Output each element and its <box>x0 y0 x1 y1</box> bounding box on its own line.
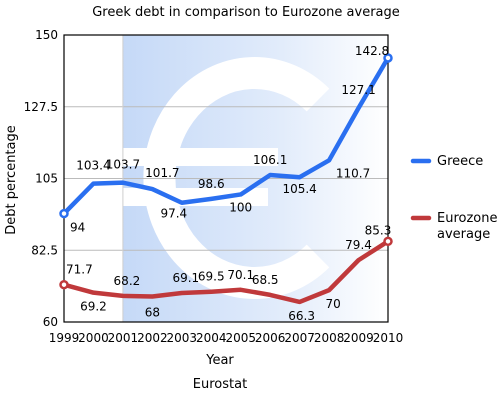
data-label: 68 <box>145 305 160 319</box>
data-label: 94 <box>70 221 85 235</box>
data-label: 68.5 <box>252 273 279 287</box>
data-label: 69.1 <box>172 271 199 285</box>
data-label: 69.2 <box>80 300 107 314</box>
data-label: 70 <box>325 297 340 311</box>
grid-lines <box>64 35 388 322</box>
data-label: 127.1 <box>341 83 375 97</box>
y-axis-title: Debt percentage <box>4 125 19 235</box>
data-label: 79.4 <box>345 238 372 252</box>
y-tick-label: 60 <box>43 315 58 329</box>
data-label: 71.7 <box>66 263 93 277</box>
data-label: 106.1 <box>253 153 287 167</box>
plot-frame <box>63 34 389 323</box>
data-point <box>383 236 393 247</box>
data-label: 103.7 <box>106 158 140 172</box>
x-tick-label: 2002 <box>137 331 168 345</box>
series-eurozone-average: 71.7 69.2 68.2 68 69.169.5 70.168.5 66.3 70 79.4… <box>59 223 393 323</box>
euro-bar-top <box>118 148 278 166</box>
data-label: 100 <box>229 200 252 214</box>
data-label: 103.4 <box>76 159 110 173</box>
x-tick-label: 2000 <box>78 331 109 345</box>
series-line <box>61 239 391 305</box>
legend-item: Greece <box>410 154 483 169</box>
y-tick-label: 150 <box>35 28 58 42</box>
data-point <box>59 208 69 219</box>
legend-label: Greece <box>437 154 483 169</box>
data-point <box>59 279 69 290</box>
x-axis: 1999200020012002200320042005200620072008… <box>49 331 404 345</box>
x-tick-label: 2006 <box>255 331 286 345</box>
y-axis: 60 82.5 105 127.5 150 <box>24 28 58 329</box>
source-label: Eurostat <box>193 377 247 392</box>
data-label: 101.7 <box>145 166 179 180</box>
series-line <box>61 55 391 216</box>
data-label: 85.3 <box>365 223 392 237</box>
x-tick-label: 2004 <box>196 331 227 345</box>
chart-title: Greek debt in comparison to Eurozone ave… <box>92 5 400 20</box>
x-tick-label: 1999 <box>49 331 80 345</box>
x-tick-label: 2001 <box>108 331 139 345</box>
x-tick-label: 2010 <box>373 331 404 345</box>
y-tick-label: 127.5 <box>24 100 58 114</box>
x-tick-label: 2005 <box>225 331 256 345</box>
data-label: 69.5 <box>198 270 225 284</box>
data-point <box>383 53 393 63</box>
x-tick-label: 2003 <box>167 331 198 345</box>
data-label: 98.6 <box>198 177 225 191</box>
data-label: 70.1 <box>227 268 254 282</box>
legend-label: Eurozone <box>437 211 497 226</box>
legend-label: average <box>437 227 490 242</box>
plot-area <box>63 34 389 323</box>
x-tick-label: 2008 <box>314 331 345 345</box>
data-label: 68.2 <box>114 274 141 288</box>
y-tick-label: 105 <box>35 172 58 186</box>
x-axis-title: Year <box>205 353 234 368</box>
data-label: 110.7 <box>336 166 370 180</box>
data-label: 105.4 <box>282 182 316 196</box>
x-tick-label: 2009 <box>343 331 374 345</box>
data-label: 142.8 <box>355 44 389 58</box>
x-tick-label: 2007 <box>284 331 315 345</box>
y-tick-label: 82.5 <box>31 243 58 257</box>
data-label: 97.4 <box>160 207 187 221</box>
data-label: 66.3 <box>288 309 315 323</box>
